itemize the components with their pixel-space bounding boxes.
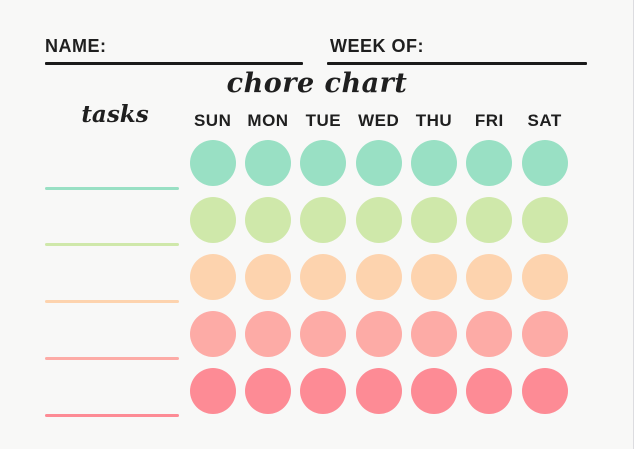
chore-dot-wed-row3[interactable] — [355, 254, 402, 301]
chore-dot-sun-row5[interactable] — [189, 368, 236, 414]
grid-cell — [351, 135, 406, 192]
chore-dot-thu-row5[interactable] — [410, 368, 457, 414]
chore-dot-tue-row2[interactable] — [300, 197, 347, 244]
grid-cell — [185, 192, 240, 249]
grid-cell — [462, 306, 517, 363]
page-title: chore chart — [226, 68, 408, 99]
chore-dot-fri-row3[interactable] — [466, 254, 513, 301]
chore-dot-mon-row1[interactable] — [244, 140, 291, 187]
task-input-line-1[interactable] — [45, 186, 179, 190]
grid-cell — [240, 249, 295, 306]
grid-cell — [406, 135, 461, 192]
grid-cell — [406, 306, 461, 363]
grid-cell — [517, 135, 572, 192]
chore-dot-sun-row3[interactable] — [189, 254, 236, 301]
chore-dot-wed-row4[interactable] — [355, 311, 402, 358]
day-header-mon: MON — [247, 111, 289, 130]
grid-cell — [406, 363, 461, 420]
grid-cell — [517, 363, 572, 420]
grid-cell — [351, 363, 406, 420]
day-header-sat: SAT — [527, 111, 562, 130]
grid-cell — [240, 135, 295, 192]
chore-dot-mon-row5[interactable] — [244, 368, 291, 414]
chore-dot-tue-row3[interactable] — [300, 254, 347, 301]
chore-dot-wed-row5[interactable] — [355, 368, 402, 414]
day-header-row: SUN MON TUE WED THU FRI SAT — [185, 106, 572, 136]
grid-cell — [240, 192, 295, 249]
grid-cell — [462, 363, 517, 420]
grid-cell — [296, 306, 351, 363]
grid-cell — [517, 249, 572, 306]
chore-dot-sun-row4[interactable] — [189, 311, 236, 358]
grid-cell — [185, 249, 240, 306]
chore-dot-fri-row2[interactable] — [466, 197, 513, 244]
chore-dot-wed-row1[interactable] — [355, 140, 402, 187]
chore-dot-sat-row3[interactable] — [521, 254, 568, 301]
day-header-thu: THU — [415, 111, 453, 130]
day-header-tue: TUE — [305, 111, 342, 130]
chore-dot-thu-row4[interactable] — [410, 311, 457, 358]
grid-cell — [296, 192, 351, 249]
chore-dot-thu-row1[interactable] — [410, 140, 457, 187]
chore-dot-sat-row1[interactable] — [521, 140, 568, 187]
chore-dot-sat-row4[interactable] — [521, 311, 568, 358]
chore-dot-mon-row2[interactable] — [244, 197, 291, 244]
grid-cell — [517, 306, 572, 363]
chore-dot-wed-row2[interactable] — [355, 197, 402, 244]
grid-cell — [462, 135, 517, 192]
chore-dot-fri-row1[interactable] — [466, 140, 513, 187]
task-input-line-3[interactable] — [45, 300, 179, 304]
day-header-fri: FRI — [474, 111, 504, 130]
chore-dot-sun-row1[interactable] — [189, 140, 236, 187]
chore-dot-mon-row4[interactable] — [244, 311, 291, 358]
grid-cell — [351, 306, 406, 363]
chore-dot-fri-row4[interactable] — [466, 311, 513, 358]
grid-cell — [240, 363, 295, 420]
grid-cell — [462, 192, 517, 249]
grid-cell — [462, 249, 517, 306]
grid-cell — [351, 192, 406, 249]
chore-dot-mon-row3[interactable] — [244, 254, 291, 301]
grid-cell — [406, 192, 461, 249]
chore-dot-thu-row3[interactable] — [410, 254, 457, 301]
grid-cell — [296, 363, 351, 420]
name-input-line[interactable] — [45, 62, 303, 65]
grid-cell — [517, 192, 572, 249]
grid-cell — [185, 135, 240, 192]
grid-cell — [406, 249, 461, 306]
task-input-line-5[interactable] — [45, 414, 179, 418]
grid-cell — [185, 363, 240, 420]
chore-dot-tue-row1[interactable] — [300, 140, 347, 187]
task-input-line-2[interactable] — [45, 243, 179, 247]
chore-dot-sat-row5[interactable] — [521, 368, 568, 414]
chore-dot-sun-row2[interactable] — [189, 197, 236, 244]
chore-dot-sat-row2[interactable] — [521, 197, 568, 244]
grid-cell — [351, 249, 406, 306]
day-header-wed: WED — [358, 111, 400, 130]
grid-cell — [185, 306, 240, 363]
grid-cell — [240, 306, 295, 363]
chore-dot-tue-row5[interactable] — [300, 368, 347, 414]
week-of-input-line[interactable] — [327, 62, 587, 65]
grid-cell — [296, 249, 351, 306]
tasks-column-header: tasks — [81, 101, 149, 128]
task-input-line-4[interactable] — [45, 357, 179, 361]
chore-dot-fri-row5[interactable] — [466, 368, 513, 414]
chore-dot-thu-row2[interactable] — [410, 197, 457, 244]
chore-dot-tue-row4[interactable] — [300, 311, 347, 358]
week-of-label: WEEK OF: — [330, 36, 424, 56]
chore-dot-grid — [185, 135, 572, 419]
day-header-sun: SUN — [193, 111, 232, 130]
name-label: NAME: — [45, 36, 107, 56]
grid-cell — [296, 135, 351, 192]
